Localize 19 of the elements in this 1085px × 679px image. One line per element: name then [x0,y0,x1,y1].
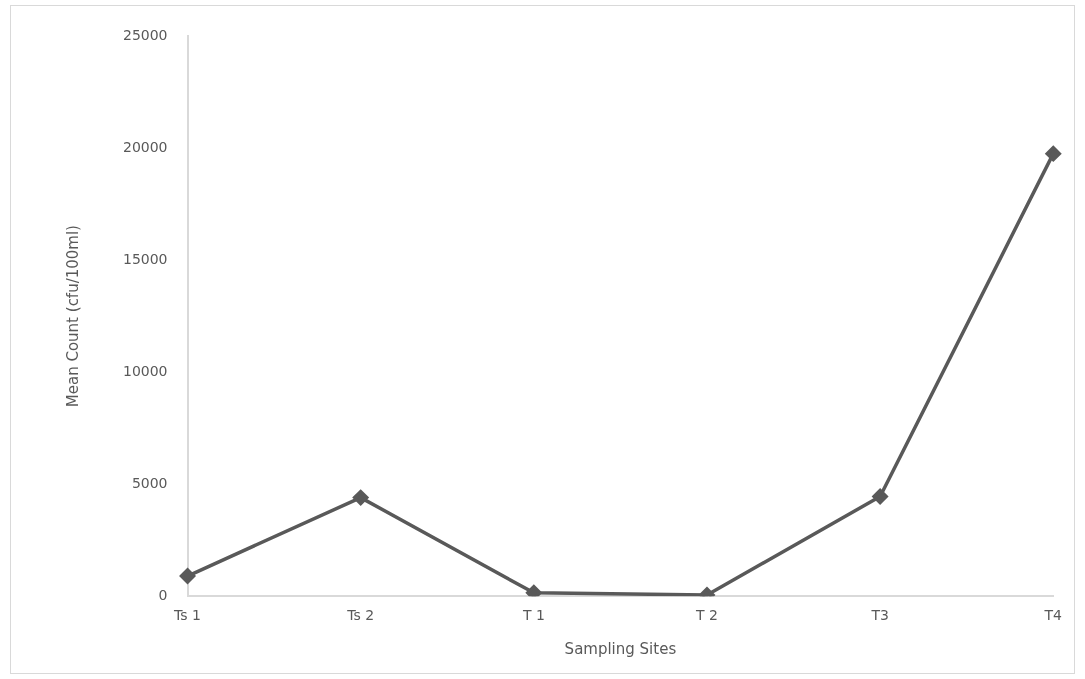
point [352,489,369,506]
x-axis-title: Sampling Sites [564,639,677,658]
y-tick-label: 25000 [122,26,168,43]
point [179,568,196,584]
point [1045,145,1062,162]
y-tick-label: 15000 [122,250,168,267]
point [526,585,542,597]
y-tick-label: 10000 [122,362,168,379]
x-tick-label: Ts 2 [346,607,375,624]
x-tick-label: T3 [870,607,889,624]
y-tick-label: 20000 [122,138,168,155]
y-tick-label: 0 [158,586,168,603]
y-axis-title: Mean Count (cfu/100ml) [63,225,82,408]
y-tick-label: 5000 [131,474,168,491]
x-tick-label: Ts 1 [173,607,201,624]
x-tick-label: T 1 [521,607,545,624]
x-tick-label: T4 [1043,607,1063,624]
x-tick-label: T 2 [695,607,718,624]
point [872,488,888,505]
